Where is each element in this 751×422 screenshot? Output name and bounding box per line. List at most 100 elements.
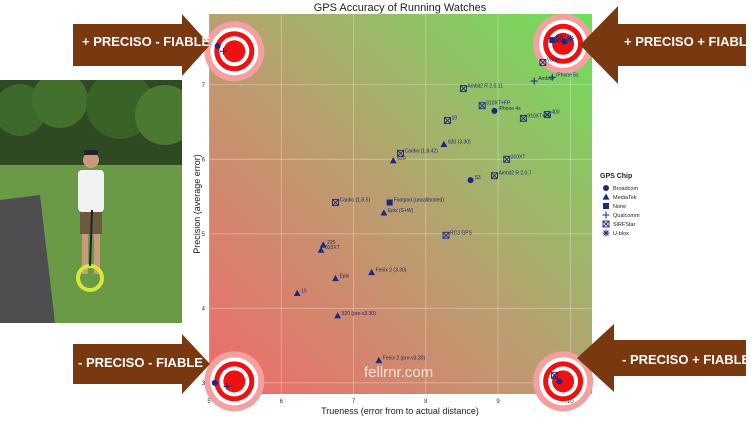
data-point (467, 177, 474, 184)
y-tick-label: 4 (202, 306, 206, 312)
data-point (386, 199, 393, 206)
data-point (556, 35, 563, 43)
point-label: 310XT+FP (486, 101, 511, 107)
point-label: Ambit3 (538, 76, 554, 82)
point-label: Ambit2 R 2.0.11 (467, 84, 503, 90)
marker-stroke (519, 114, 527, 122)
legend: GPS Chip Broadcom MediaTek None Qualcomm SiR… (600, 173, 640, 237)
data-point (566, 35, 574, 43)
marker-stroke (539, 59, 547, 66)
data-point (561, 38, 568, 45)
x-tick-label: 5 (207, 399, 211, 405)
marker-stroke (491, 172, 498, 180)
point-label: 15 (301, 288, 307, 294)
y-tick-label: 5 (202, 232, 206, 238)
marker-stroke (567, 35, 574, 42)
point-label: Footpod (uncalibrated) (394, 198, 445, 204)
data-point (319, 241, 327, 248)
data-points (211, 35, 574, 391)
data-point (459, 85, 467, 92)
data-point (550, 371, 558, 379)
marker-stroke (442, 231, 450, 239)
point-label: 910XT+FP (527, 113, 552, 119)
legend-marker (603, 203, 609, 209)
x-axis-label: Trueness (error from to actual distance) (321, 406, 479, 416)
data-point (490, 172, 498, 180)
data-point (556, 378, 563, 385)
data-point (442, 231, 450, 239)
marker-stroke (478, 102, 486, 109)
arrow-shape (577, 324, 746, 392)
marker-stroke (539, 58, 547, 66)
target-icon (204, 21, 265, 82)
data-point (503, 155, 511, 163)
point-label: 920 (3.30) (448, 139, 471, 145)
point-label: Cardio (1.8.42) (405, 148, 439, 154)
y-axis-label: Precision (average error) (192, 154, 202, 254)
label-bottom-left: - PRECISO - FIABLE (78, 355, 203, 370)
target-ring (552, 370, 575, 393)
data-point (380, 209, 388, 216)
y-tick-label: 3 (202, 381, 206, 387)
legend-item: MediaTek (613, 195, 637, 201)
data-point (375, 356, 383, 364)
data-point (543, 111, 551, 119)
marker-stroke (543, 111, 551, 118)
legend-marker (602, 220, 610, 228)
label-top-left: + PRECISO - FIABLE (82, 34, 211, 49)
arrow-shape (73, 334, 210, 394)
point-label: Fenix 2 (pre-v3.30) (383, 355, 426, 361)
point-label: 400 (551, 110, 560, 116)
marker-stroke (520, 114, 527, 122)
data-point (334, 312, 342, 319)
data-point (293, 289, 301, 297)
data-point (332, 199, 339, 206)
point-label: 520 (pre-v3.30) (342, 311, 377, 317)
y-tick-label: 6 (202, 157, 206, 163)
point-label: 225 (327, 240, 336, 246)
data-point (444, 117, 451, 124)
marker-stroke (397, 150, 404, 157)
data-point (440, 140, 448, 147)
marker-stroke (503, 155, 511, 163)
marker-stroke (556, 35, 563, 42)
legend-marker (602, 193, 610, 200)
data-point (211, 379, 218, 386)
point-label: 310XT (511, 154, 526, 160)
point-labels: Fenix 2 (pre-v3.30) 520 (pre-v3.30) 15 Epix… (301, 57, 579, 361)
data-point (368, 268, 375, 276)
label-bottom-right: - PRECISO + FIABLE (622, 352, 751, 367)
marker-stroke (602, 220, 610, 228)
plot-area (209, 14, 592, 394)
point-label: iPhone 4s (498, 106, 521, 112)
target-ring (223, 40, 246, 63)
marker-stroke (551, 372, 558, 379)
y-tick-label: 7 (202, 83, 206, 89)
marker-stroke (442, 231, 450, 239)
marker-stroke (603, 230, 609, 236)
data-point (519, 114, 527, 122)
x-tick-label: 9 (496, 399, 500, 405)
data-point (539, 58, 547, 66)
point-label: Ambit2 R 2.0.7 (498, 171, 531, 177)
watermark: fellrnr.com (364, 364, 434, 381)
point-label: RC3 GPS (450, 230, 473, 236)
point-label: S3 (475, 175, 481, 181)
point-label: V800 (547, 57, 559, 63)
arrow-shape (580, 6, 746, 84)
data-point (549, 37, 556, 44)
label-top-right: + PRECISO + FIABLE (624, 34, 751, 49)
data-point (491, 107, 498, 114)
marker-stroke (444, 117, 451, 124)
arrow-shape (73, 14, 210, 76)
marker-stroke (550, 371, 558, 379)
point-label: Cardio (1.8.5) (339, 198, 370, 204)
marker-stroke (332, 199, 339, 206)
gridlines (208, 14, 592, 394)
point-label: Fenix 2 (3.30) (376, 268, 407, 274)
target-icon (204, 351, 265, 412)
data-point (389, 157, 397, 164)
legend-marker (602, 229, 610, 237)
point-label: 620 (397, 156, 406, 162)
